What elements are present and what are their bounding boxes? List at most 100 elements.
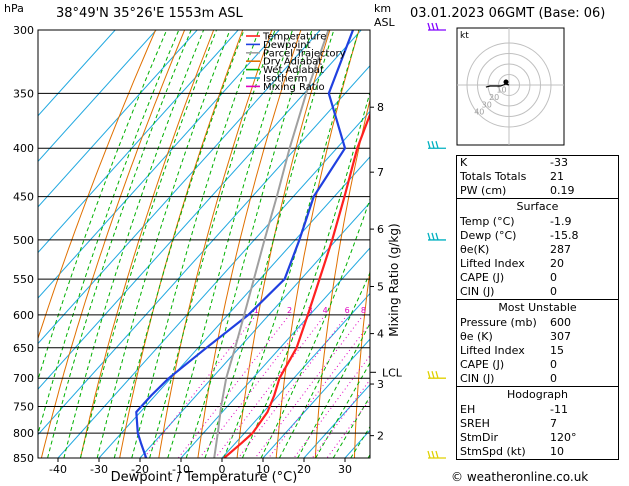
hodograph-title: Hodograph [457,386,618,403]
hodograph-frame [456,27,565,146]
sfc-cin-row: CIN (J) 0 [457,285,618,299]
tt-value: 21 [550,170,564,183]
mu-pressure-row: Pressure (mb) 600 [457,316,618,330]
hodograph-unit-label: kt [460,31,469,41]
wind-barb-flag [431,450,435,459]
k-row: K -33 [457,156,618,170]
wet-adiabat-line [185,30,313,458]
isotherm-line [38,30,116,117]
mu-theta-row: θe (K) 307 [457,330,618,344]
km-tick-label: 3 [377,378,384,391]
wet-adiabat-line [167,30,293,458]
mixing-ratio-label: 10 [371,306,381,315]
dry-adiabat-line [80,30,215,458]
mu-cin-row: CIN (J) 0 [457,372,618,386]
isotherm-line [38,30,239,254]
x-tick-label: 20 [297,463,311,476]
wet-adiabat-line [113,30,245,458]
pressure-tick-label: 300 [13,24,34,37]
mu-pressure-value: 600 [550,316,571,329]
isotherm-line [139,201,370,458]
stmdir-label: StmDir [460,431,499,444]
x-tick-label: 0 [219,463,226,476]
isotherm-line [98,156,370,458]
sfc-cin-label: CIN (J) [460,285,495,298]
plot-frame [37,29,371,459]
wet-adiabat-line [241,90,370,458]
mu-cape-label: CAPE (J) [460,358,505,371]
pw-row: PW (cm) 0.19 [457,184,618,198]
sounding-profiles [135,30,370,458]
axes: 300350400450500550600650700750800850-40-… [13,24,403,485]
wet-adiabat-line [96,30,231,458]
mixing-ratio-line [268,322,370,458]
wind-barb-flag [435,232,439,241]
mu-li-value: 15 [550,344,564,357]
pressure-tick-label: 600 [13,309,34,322]
isotherm-line [38,30,321,345]
wet-adiabat-line [204,30,335,458]
valid-time: 03.01.2023 06GMT (Base: 06) [410,6,606,21]
dewpoint-line [135,30,355,458]
pressure-tick-label: 350 [13,87,34,100]
isotherm-line [38,30,362,390]
wind-barb-flag [431,141,435,149]
pw-value: 0.19 [550,184,575,197]
asl-label: ASL [374,16,395,29]
footer-credit[interactable]: © weatheronline.co.uk [451,470,589,484]
mixing-ratio-label: 20 [413,306,423,315]
wind-barb-flag [435,450,439,459]
isotherm-line [180,247,370,458]
sfc-dewp-row: Dewp (°C) -15.8 [457,229,618,243]
stmdir-value: 120° [550,431,577,444]
legend-label: Parcel Trajectory [263,48,346,59]
hodograph-ring-label: 40 [474,108,484,117]
stmdir-row: StmDir 120° [457,431,618,445]
wind-barb-flag [435,371,439,379]
dry-adiabat-line [119,30,244,458]
sfc-cape-label: CAPE (J) [460,271,505,284]
hodograph-trace [485,83,510,88]
km-label: km [374,2,392,15]
wind-barb [427,22,446,31]
wind-barb-flag [427,232,431,241]
isotherm-line [38,30,198,208]
dry-adiabat-line [158,30,273,458]
pw-label: PW (cm) [460,184,507,197]
mu-li-row: Lifted Index 15 [457,344,618,358]
wind-barb-flag [431,22,435,31]
tt-row: Totals Totals 21 [457,170,618,184]
eh-row: EH -11 [457,403,618,417]
km-tick-label: 8 [377,101,384,114]
sfc-cape-value: 0 [550,271,557,284]
sfc-cape-row: CAPE (J) 0 [457,271,618,285]
wind-barbs [427,22,446,459]
wind-barb-flag [427,22,431,31]
background-lines: 1 2 3 4 6 8 10 15 20 25 [38,30,423,458]
indices-panel: K -33 Totals Totals 21 PW (cm) 0.19 Surface… [456,155,619,460]
wet-adiabat-line [149,30,276,458]
mixing-ratio-line [311,379,370,458]
mu-cape-value: 0 [550,358,557,371]
hodograph-storm-marker [503,79,509,85]
wind-barb-flag [427,371,431,379]
wind-barb-flag [427,450,431,459]
pressure-tick-label: 800 [13,427,34,440]
mu-theta-value: 307 [550,330,571,343]
isotherm-line [262,338,370,458]
mixing-ratio-label: 2 [287,306,292,315]
surface-title: Surface [457,198,618,215]
sfc-li-value: 20 [550,257,564,270]
legend-label: Wet Adiabat [263,65,324,76]
pressure-tick-label: 500 [13,234,34,247]
mu-cin-label: CIN (J) [460,372,495,385]
mu-title: Most Unstable [457,299,618,316]
dry-adiabat-line [314,97,370,458]
sfc-temp-row: Temp (°C) -1.9 [457,215,618,229]
km-tick-label: 2 [377,430,384,443]
mu-theta-label: θe (K) [460,330,493,343]
dry-adiabat-line [354,266,370,458]
legend-label: Dry Adiabat [263,57,322,68]
x-tick-label: 30 [338,463,352,476]
